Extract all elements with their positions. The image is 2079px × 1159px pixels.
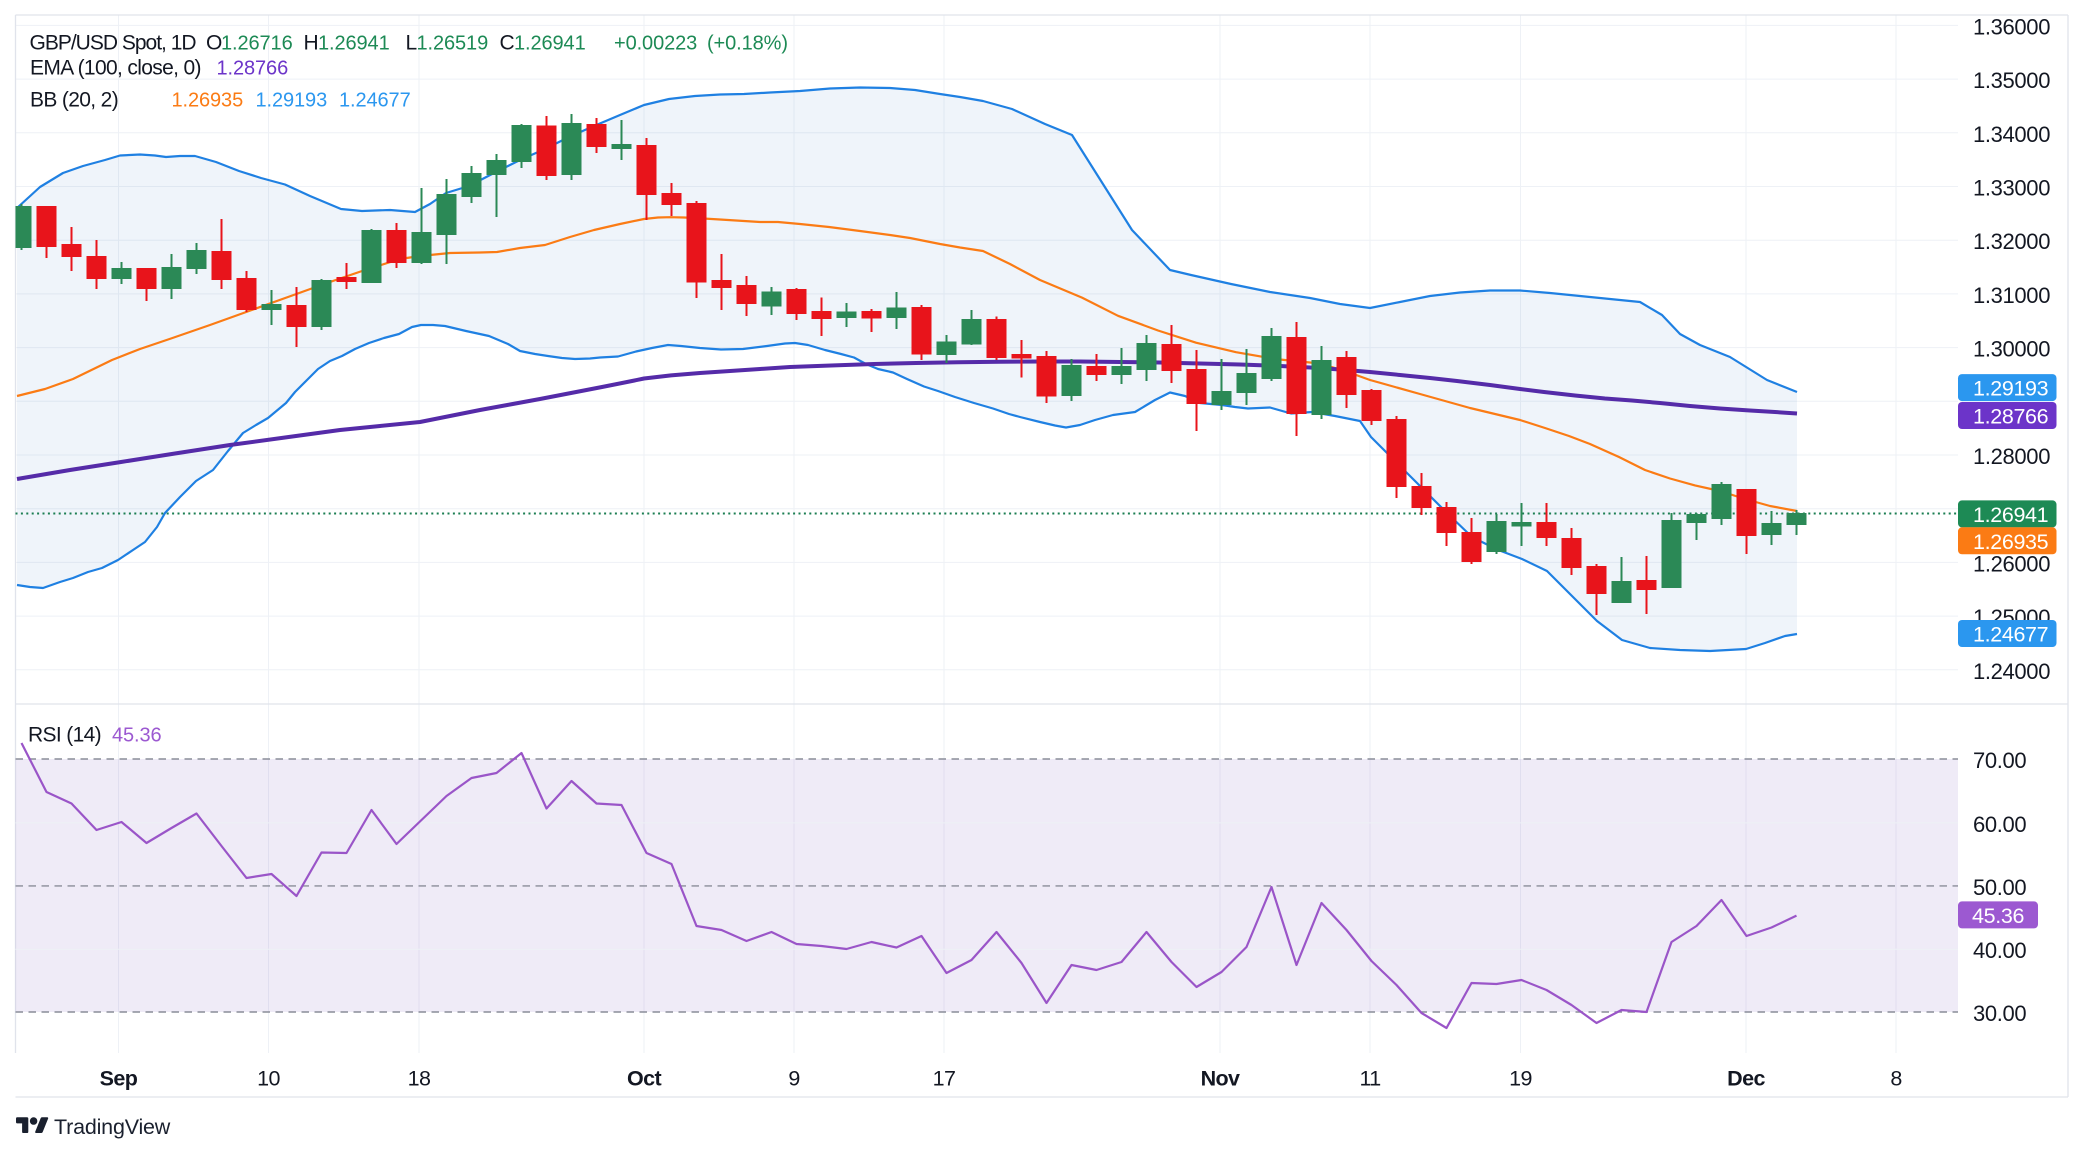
svg-text:Oct: Oct	[627, 1067, 661, 1091]
svg-text:C: C	[500, 32, 515, 55]
svg-text:1.28766: 1.28766	[1973, 405, 2049, 429]
svg-text:1.28766: 1.28766	[217, 58, 289, 80]
svg-text:1.26935: 1.26935	[172, 90, 244, 112]
svg-text:1.33000: 1.33000	[1973, 176, 2050, 201]
svg-text:(+0.18%): (+0.18%)	[707, 33, 788, 55]
svg-text:+0.00223: +0.00223	[614, 33, 697, 55]
svg-text:1.28000: 1.28000	[1973, 444, 2050, 469]
svg-text:1.30000: 1.30000	[1973, 337, 2050, 362]
svg-text:Sep: Sep	[100, 1067, 138, 1091]
svg-text:L: L	[406, 32, 418, 55]
svg-text:1.32000: 1.32000	[1973, 229, 2050, 254]
svg-text:45.36: 45.36	[1972, 904, 2024, 928]
svg-text:1.29193: 1.29193	[1973, 377, 2049, 401]
svg-text:RSI (14): RSI (14)	[28, 724, 101, 747]
svg-text:9: 9	[788, 1067, 799, 1091]
svg-text:1.35000: 1.35000	[1973, 68, 2050, 93]
svg-text:1.34000: 1.34000	[1973, 122, 2050, 147]
svg-text:TradingView: TradingView	[54, 1115, 171, 1139]
svg-text:1.24677: 1.24677	[1973, 623, 2048, 647]
svg-text:GBP/USD Spot, 1D: GBP/USD Spot, 1D	[30, 32, 197, 55]
svg-text:1.29193: 1.29193	[256, 90, 328, 112]
svg-text:45.36: 45.36	[112, 725, 162, 747]
svg-text:10: 10	[257, 1067, 280, 1091]
svg-text:17: 17	[933, 1067, 956, 1091]
svg-text:BB (20, 2): BB (20, 2)	[30, 89, 118, 112]
svg-text:11: 11	[1359, 1067, 1380, 1091]
svg-text:8: 8	[1890, 1067, 1902, 1091]
svg-text:60.00: 60.00	[1973, 812, 2026, 837]
svg-text:1.26519: 1.26519	[417, 33, 489, 55]
svg-text:H: H	[304, 32, 319, 55]
svg-text:19: 19	[1509, 1067, 1532, 1091]
svg-text:O: O	[206, 32, 222, 55]
svg-text:40.00: 40.00	[1973, 938, 2026, 963]
svg-text:Nov: Nov	[1201, 1067, 1240, 1091]
svg-text:1.26941: 1.26941	[318, 33, 390, 55]
svg-text:Dec: Dec	[1727, 1067, 1765, 1091]
svg-text:1.26000: 1.26000	[1973, 551, 2050, 576]
svg-text:70.00: 70.00	[1973, 748, 2026, 773]
svg-text:1.26941: 1.26941	[1973, 503, 2048, 527]
svg-text:1.24677: 1.24677	[339, 90, 411, 112]
svg-text:30.00: 30.00	[1973, 1001, 2026, 1026]
svg-text:50.00: 50.00	[1973, 875, 2026, 900]
svg-text:18: 18	[408, 1067, 431, 1091]
svg-text:EMA (100, close, 0): EMA (100, close, 0)	[30, 57, 201, 80]
svg-text:1.36000: 1.36000	[1973, 14, 2050, 39]
svg-text:1.26716: 1.26716	[221, 33, 293, 55]
svg-text:1.31000: 1.31000	[1973, 283, 2050, 308]
svg-text:1.24000: 1.24000	[1973, 659, 2050, 684]
svg-text:1.26935: 1.26935	[1973, 530, 2049, 554]
svg-text:1.26941: 1.26941	[514, 33, 586, 55]
